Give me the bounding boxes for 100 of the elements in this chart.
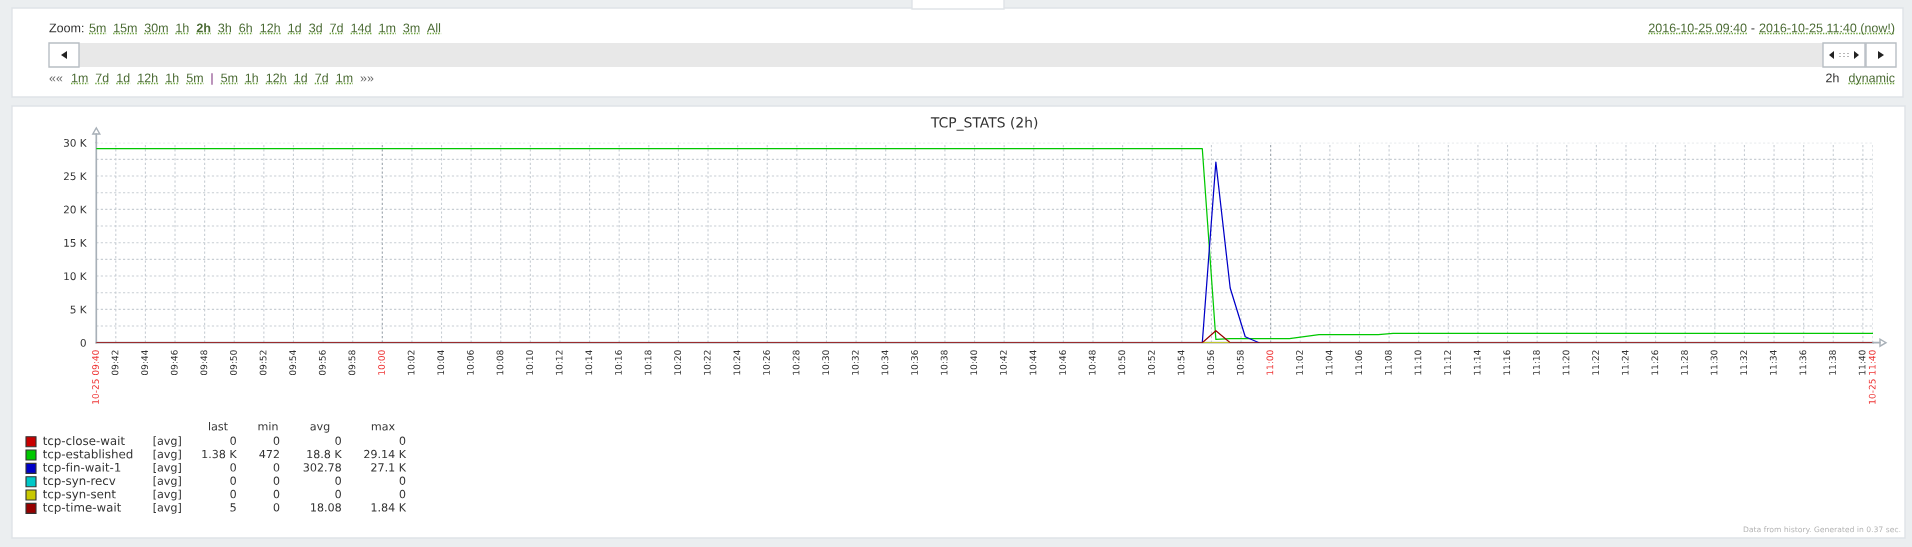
x-tick-label: 10:10: [526, 350, 533, 375]
legend-label: tcp-syn-sent: [43, 489, 116, 501]
x-tick-label: 11:06: [1355, 350, 1363, 375]
x-tick-label: 09:42: [111, 350, 119, 376]
text: |: [211, 73, 213, 85]
x-tick-label: 10:28: [792, 350, 800, 375]
x-tick-label: 10:48: [1088, 350, 1096, 375]
text: -: [1751, 28, 1755, 30]
legend-label: tcp-close-wait: [43, 435, 125, 448]
text: 0: [273, 436, 280, 445]
legend-label: tcp-syn-recv: [43, 476, 116, 488]
x-tick-label: 09:54: [289, 350, 297, 376]
x-tick-label: 09:46: [170, 350, 178, 376]
text: 18.08: [311, 503, 341, 512]
text: 2h: [1826, 73, 1839, 83]
x-tick-label: 10:00: [378, 350, 385, 375]
x-tick-label: 10:36: [911, 350, 918, 375]
x-tick-label: 10:56: [1207, 350, 1215, 375]
text: 0: [230, 476, 236, 485]
text: 1m 7d 1d 12h 1h 5m: [71, 73, 203, 83]
x-tick-label: 11:22: [1592, 350, 1599, 375]
x-tick-label: 10:50: [1118, 350, 1126, 375]
x-tick-label: 11:28: [1681, 350, 1688, 375]
text: 27.1 K: [371, 463, 407, 472]
x-tick-label: 10:32: [851, 350, 859, 375]
x-tick-label: 11:26: [1651, 350, 1659, 375]
x-tick-label: 10:24: [733, 350, 741, 375]
x-tick-label: 11:20: [1562, 350, 1570, 375]
text: 302.78: [303, 463, 341, 472]
legend-label: tcp-time-wait: [43, 502, 122, 515]
x-tick-label: 09:48: [200, 350, 208, 376]
text: 0: [273, 503, 280, 512]
text: 5m 15m 30m 1h 2h 3h 6h 12h 1d 3d 7d 14d 1m 3m All: [89, 23, 441, 33]
text: 0: [273, 476, 280, 485]
x-tick-label: 10:58: [1236, 350, 1244, 375]
x-tick-label: 10:04: [437, 350, 445, 375]
y-tick-label: 25 K: [63, 172, 87, 181]
x-tick-label: 11:18: [1532, 350, 1540, 375]
text: 1.38 K: [202, 449, 237, 459]
text: 5m 1h 12h 1d 7d 1m: [221, 73, 353, 83]
x-tick-label: 10:08: [496, 350, 504, 375]
text: [avg]: [153, 436, 181, 448]
text: 2016-10-25 11:40 (now!): [1759, 23, 1895, 35]
x-tick-label: 11:08: [1384, 350, 1392, 375]
x-tick-label: 10:54: [1177, 350, 1185, 375]
x-tick-label: 10:14: [585, 350, 593, 375]
text: 472: [259, 449, 279, 459]
text: 0: [230, 489, 236, 499]
text: [avg]: [153, 489, 181, 501]
y-tick-label: 20 K: [63, 205, 87, 214]
y-tick-label: 15 K: [64, 239, 87, 247]
x-tick-label: 10:38: [940, 350, 948, 375]
text: ««: [49, 76, 63, 82]
x-tick-label: 11:34: [1769, 350, 1777, 375]
y-tick-label: 30 K: [63, 138, 87, 147]
text: 0: [230, 436, 236, 445]
x-tick-label: 10:40: [970, 350, 978, 375]
text: 0: [399, 489, 406, 499]
x-tick-label: 10:16: [614, 350, 622, 375]
text: »»: [360, 76, 374, 82]
x-tick-label: 11:30: [1710, 350, 1718, 375]
text: 2016-10-25 09:40: [1648, 23, 1747, 33]
x-tick-label: 10:52: [1147, 350, 1155, 375]
x-tick-label: 10:34: [881, 350, 889, 375]
x-tick-label: 10:02: [407, 350, 415, 375]
legend-label: tcp-fin-wait-1: [43, 462, 121, 475]
text: 0: [335, 436, 341, 445]
text: min: [258, 421, 278, 431]
text: 0: [273, 489, 280, 499]
y-tick-label: 0: [80, 338, 86, 347]
x-tick-label: 10:42: [999, 350, 1007, 375]
x-tick-label: 10:30: [822, 350, 830, 375]
text: max: [371, 424, 395, 431]
text: 1.84 K: [371, 503, 407, 512]
text: 18.8 K: [307, 449, 342, 459]
x-tick-label: 10:44: [1029, 350, 1037, 375]
x-tick-label: 10-25 09:40: [92, 350, 99, 404]
x-tick-label: 10:18: [644, 350, 652, 375]
x-tick-label: 11:00: [1266, 350, 1274, 375]
x-tick-label: 11:10: [1414, 350, 1422, 375]
x-tick-label: 11:02: [1296, 350, 1303, 375]
x-tick-label: 11:40: [1858, 350, 1866, 375]
x-tick-label: 10-25 11:40: [1868, 350, 1876, 404]
x-tick-label: 11:04: [1325, 350, 1333, 375]
text: last: [209, 421, 228, 431]
text: 0: [230, 463, 236, 472]
x-tick-label: 11:38: [1829, 350, 1836, 375]
x-tick-label: 11:16: [1503, 350, 1511, 375]
x-tick-label: 09:52: [259, 350, 267, 376]
legend-label: tcp-established: [43, 449, 133, 461]
text: 0: [335, 489, 341, 499]
text: [avg]: [153, 476, 181, 488]
x-tick-label: 11:14: [1473, 350, 1481, 375]
text: 5: [230, 503, 236, 512]
x-tick-label: 09:58: [348, 350, 356, 376]
text: 0: [273, 463, 280, 472]
x-tick-label: 10:12: [555, 350, 563, 375]
text: 0: [335, 476, 341, 485]
text: [avg]: [153, 462, 181, 474]
y-tick-label: 5 K: [70, 305, 87, 314]
